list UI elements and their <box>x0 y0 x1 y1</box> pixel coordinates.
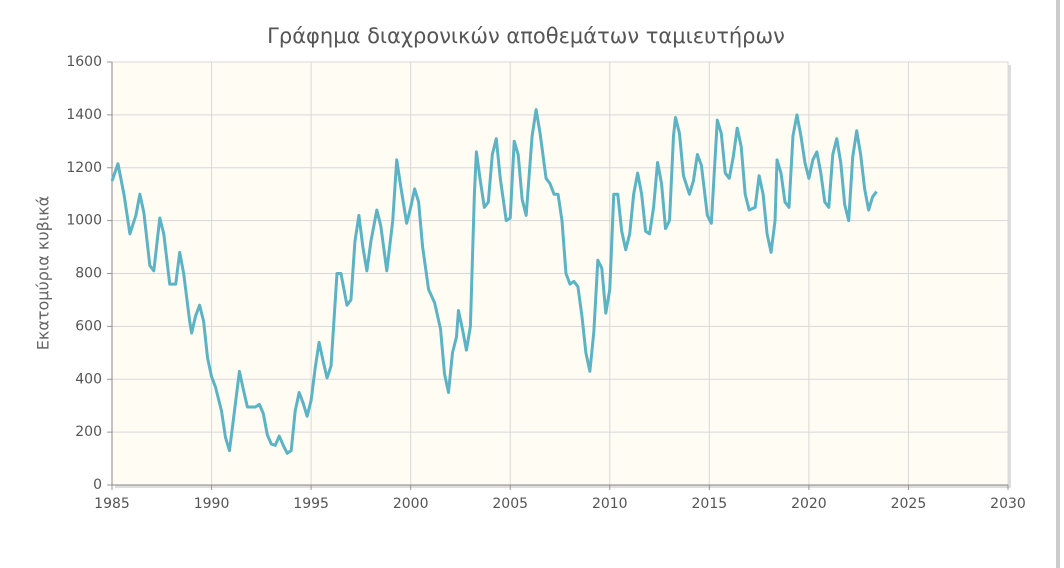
y-tick-label: 200 <box>75 424 102 440</box>
x-tick-label: 1995 <box>293 496 329 512</box>
data-line <box>110 108 878 455</box>
chart-title: Γράφημα διαχρονικών αποθεμάτων ταμιευτήρ… <box>267 24 785 48</box>
y-tick-label: 1000 <box>66 213 102 229</box>
y-tick-label: 800 <box>75 266 102 282</box>
y-tick-label: 0 <box>93 477 102 493</box>
x-tick-label: 2005 <box>492 496 528 512</box>
x-tick-label: 1990 <box>194 496 230 512</box>
x-tick-label: 2000 <box>393 496 429 512</box>
y-tick-label: 1400 <box>66 107 102 123</box>
x-tick-label: 1985 <box>94 496 130 512</box>
x-tick-label: 2030 <box>990 496 1026 512</box>
x-tick-label: 2020 <box>791 496 827 512</box>
x-tick-label: 2025 <box>891 496 927 512</box>
x-tick-label: 2010 <box>592 496 628 512</box>
y-axis-label: Εκατομύρια κυβικά <box>34 196 53 350</box>
y-tick-label: 1200 <box>66 160 102 176</box>
y-tick-label: 600 <box>75 318 102 334</box>
x-tick-label: 2015 <box>692 496 728 512</box>
y-tick-label: 1600 <box>66 54 102 70</box>
y-tick-label: 400 <box>75 371 102 387</box>
